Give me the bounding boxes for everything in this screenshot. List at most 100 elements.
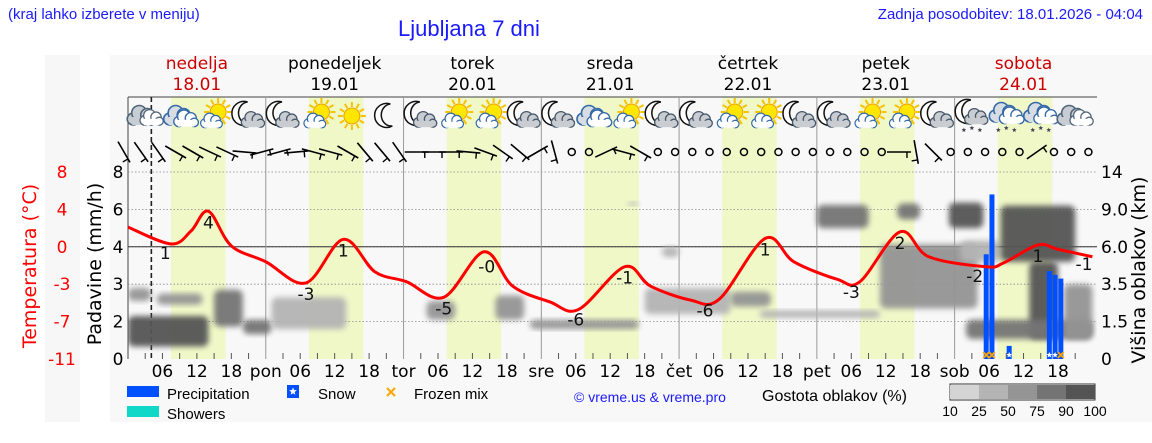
cloud-shape [173,109,200,128]
precipitation-tick-label: 6 [113,200,124,220]
precipitation-bar [983,254,989,359]
cloud-layer [128,315,209,347]
sun-ray [325,99,330,105]
sun-ray [344,103,349,109]
cloud-shape [888,112,912,129]
sun-ray [638,115,645,120]
cloud-shape [441,112,465,129]
sun-ray [910,99,915,105]
wind-barb [934,157,940,163]
sun-ray [355,123,360,129]
moon-cloud-icon [506,100,541,128]
wind-barb [382,157,388,163]
sun-cloud-icon [200,98,233,129]
wind-barb [157,157,164,163]
sun-ray [738,99,743,105]
cloud-layer [816,204,869,229]
wind-calm-icon [946,147,955,157]
wind-barb [140,157,147,163]
temperature-label: -1 [1076,255,1093,275]
cloud-shape [1069,108,1094,126]
sun-ray [618,104,625,109]
sun-ray [899,99,904,105]
sun-shape [337,102,366,130]
sun-ray [623,99,628,105]
cloud-base [617,121,632,128]
wind-barb-icon [284,150,309,158]
wind-barb-icon [886,151,911,158]
cloud-shape [751,112,775,129]
moon-cloud-icon [265,100,300,128]
cloud-base [520,120,537,128]
cloud-base [178,119,195,127]
cloud-base [445,121,460,128]
wind-barb [490,154,494,161]
sun-ray [742,115,748,120]
precipitation-tick-label: 3 [113,275,124,295]
precipitation-bar [1046,271,1052,359]
cloud-density-swatch [1066,385,1095,399]
wind-barb-icon [133,141,149,163]
wind-calm-icon [688,147,697,157]
cloud-layer [128,287,151,302]
wind-barb-icon [526,145,549,159]
wind-barb-icon [456,150,481,159]
location-hint-link[interactable]: (kraj lahko izberete v meniju) [8,6,200,23]
cloud-shape [412,110,438,128]
sun-ray [738,119,743,125]
temperature-line [127,209,1093,313]
wind-calm-icon [808,147,818,157]
day-name: sobota [995,54,1053,74]
moon-cloud-icon [541,100,576,128]
wind-calm-icon [756,147,766,157]
sun-ray [451,99,456,105]
wind-barb-icon [301,148,326,161]
cloud-base [658,120,674,128]
cloud-base [1073,118,1090,126]
cloud-height-axis-title: Višina oblakov (km) [1128,177,1150,364]
cloud-base [796,120,812,128]
copyright-link[interactable]: © vreme.us & vreme.pro [574,389,726,405]
sun-ray [359,119,365,124]
wind-barb-icon [924,142,943,163]
x-day-label: sre [528,362,554,382]
snow-star-icon [1046,352,1053,358]
cloud-shape [791,110,817,128]
wind-shaft [133,141,149,163]
wind-barb [521,156,527,163]
cloud-density-title: Gostota oblakov (%) [762,388,907,405]
wind-calm-icon [705,147,714,157]
x-hour-label: 18 [1047,362,1069,382]
temperature-label: 4 [203,213,214,233]
cloud-layer [627,201,639,206]
wind-calm-icon [567,147,577,157]
x-hour-label: 12 [737,362,759,382]
moon-icon [373,102,393,129]
precipitation-bar [989,194,995,359]
wind-calm-icon [653,147,663,157]
cloud-layer [730,291,771,307]
wind-barb-icon [318,148,343,161]
wind-barb-icon [164,145,187,162]
x-day-label: pon [250,362,282,382]
sun-ray [894,104,900,109]
moon-cloud-snow-icon [954,98,989,133]
cloud-layer [661,246,680,258]
cloud-layer [214,289,243,327]
sun-cloud-icon [441,98,474,129]
sun-ray [500,104,507,109]
cloud-shape [240,110,266,128]
cloud-density-level: 25 [971,403,987,419]
x-day-label: sob [940,362,970,382]
x-hour-label: 06 [978,362,1000,382]
wind-barb [122,158,129,163]
precipitation-bar [1052,274,1058,359]
x-day-label: pet [803,362,831,382]
cloud-density-level: 90 [1058,403,1074,419]
cloud-shape [550,110,576,128]
cloud-shape [139,108,164,126]
wind-barb [628,153,632,161]
last-update: Zadnja posodobitev: 18.01.2026 - 04:04 [877,6,1143,23]
x-hour-label: 12 [324,362,346,382]
